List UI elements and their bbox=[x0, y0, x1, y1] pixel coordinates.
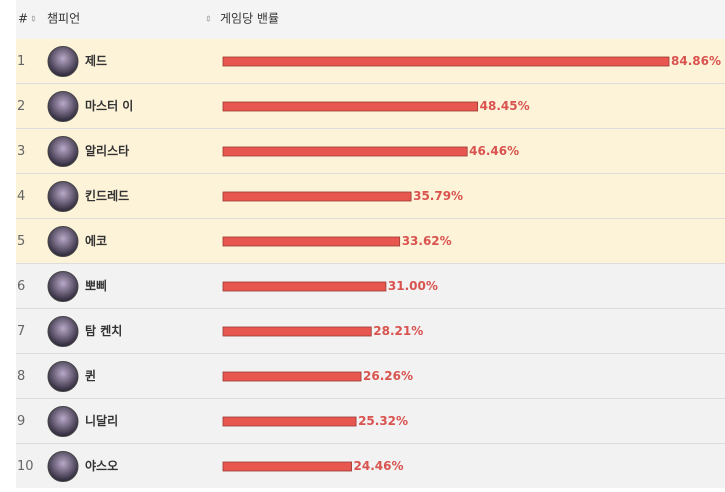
bar bbox=[222, 371, 362, 382]
bar bbox=[222, 236, 401, 247]
rank: 2 bbox=[17, 99, 25, 114]
value-label: 84.86% bbox=[671, 54, 721, 68]
bar bbox=[222, 281, 387, 292]
table-row bbox=[16, 399, 725, 444]
value-label: 48.45% bbox=[480, 99, 530, 113]
rank: 3 bbox=[17, 144, 25, 159]
champion-name: 킨드레드 bbox=[85, 188, 129, 203]
sort-icon[interactable]: ⇕ bbox=[205, 15, 212, 24]
header-rank[interactable]: # bbox=[18, 12, 28, 26]
champion-avatar bbox=[47, 226, 79, 257]
bar bbox=[222, 461, 352, 472]
value-label: 33.62% bbox=[402, 234, 452, 248]
rank: 8 bbox=[17, 369, 25, 384]
champion-name: 탐 켄치 bbox=[85, 323, 122, 338]
rank: 9 bbox=[17, 414, 25, 429]
champion-avatar bbox=[47, 406, 79, 437]
champion-name: 니달리 bbox=[85, 413, 118, 428]
champion-name: 퀸 bbox=[85, 368, 96, 383]
table-row bbox=[16, 444, 725, 489]
rank: 5 bbox=[17, 234, 25, 249]
value-label: 31.00% bbox=[388, 279, 438, 293]
value-label: 24.46% bbox=[354, 459, 404, 473]
header-row bbox=[16, 0, 725, 39]
table-row bbox=[16, 354, 725, 399]
rank: 4 bbox=[17, 189, 25, 204]
champion-avatar bbox=[47, 181, 79, 212]
champion-name: 뽀삐 bbox=[85, 278, 107, 293]
sort-icon[interactable]: ⇕ bbox=[30, 15, 37, 24]
header-champion[interactable]: 챔피언 bbox=[47, 11, 80, 26]
champion-avatar bbox=[47, 271, 79, 302]
bar bbox=[222, 326, 372, 337]
header-ban-rate[interactable]: 게임당 밴률 bbox=[220, 12, 279, 26]
champion-name: 마스터 이 bbox=[85, 98, 133, 113]
value-label: 35.79% bbox=[413, 189, 463, 203]
champion-avatar bbox=[47, 316, 79, 347]
champion-avatar bbox=[47, 46, 79, 77]
champion-name: 야스오 bbox=[85, 458, 118, 473]
bar bbox=[222, 416, 357, 427]
rank: 10 bbox=[17, 459, 34, 474]
bar bbox=[222, 56, 670, 67]
champion-name: 제드 bbox=[85, 54, 107, 68]
bar bbox=[222, 146, 468, 157]
champion-avatar bbox=[47, 361, 79, 392]
bar bbox=[222, 191, 412, 202]
bar bbox=[222, 101, 479, 112]
rank: 7 bbox=[17, 324, 25, 339]
value-label: 46.46% bbox=[469, 144, 519, 158]
value-label: 26.26% bbox=[363, 369, 413, 383]
champion-name: 에코 bbox=[85, 233, 107, 248]
value-label: 25.32% bbox=[358, 414, 408, 428]
champion-avatar bbox=[47, 136, 79, 167]
champion-name: 알리스타 bbox=[85, 143, 129, 158]
rank: 1 bbox=[17, 54, 25, 69]
champion-avatar bbox=[47, 451, 79, 482]
value-label: 28.21% bbox=[373, 324, 423, 338]
champion-avatar bbox=[47, 91, 79, 122]
rank: 6 bbox=[17, 279, 25, 294]
